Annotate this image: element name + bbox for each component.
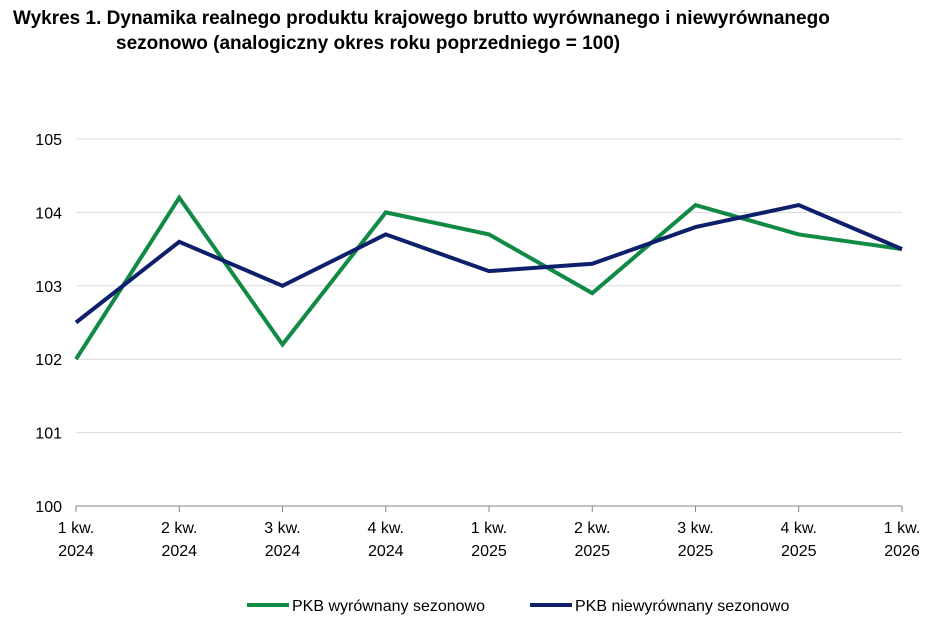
legend: PKB wyrównany sezonowo PKB niewyrównany s… <box>247 598 789 615</box>
chart-title-line-1: Wykres 1. Dynamika realnego produktu kra… <box>13 8 830 29</box>
gridlines <box>76 138 902 434</box>
x-tick-label: 2 kw. 2024 <box>161 520 197 560</box>
x-tick-label: 1 kw. 2025 <box>471 520 507 560</box>
x-tick-label: 4 kw. 2024 <box>368 520 404 560</box>
y-tick-label: 101 <box>35 426 62 443</box>
y-tick-label: 105 <box>35 132 62 149</box>
x-tick-label: 2 kw. 2025 <box>574 520 610 560</box>
x-tick-label: 1 kw. 2026 <box>884 520 920 560</box>
legend-label-2: PKB niewyrównany sezonowo <box>575 598 789 615</box>
x-tick-label: 3 kw. 2024 <box>264 520 300 560</box>
series-lines <box>74 194 903 361</box>
legend-label-1: PKB wyrównany sezonowo <box>292 598 485 615</box>
y-tick-label: 103 <box>35 279 62 296</box>
chart-title: Wykres 1. Dynamika realnego produktu kra… <box>13 6 928 56</box>
series-line-2 <box>74 202 903 325</box>
chart-title-line-2: sezonowo (analogiczny okres roku poprzed… <box>116 33 621 54</box>
y-tick-label: 102 <box>35 352 62 369</box>
x-axis: 1 kw. 2024 2 kw. 2024 3 kw. 2024 4 kw. 2024 1 kw… <box>58 505 920 560</box>
x-tick-label: 4 kw. 2025 <box>781 520 817 560</box>
y-tick-label: 104 <box>35 205 62 222</box>
series-line-1 <box>74 194 903 361</box>
y-tick-label: 100 <box>35 499 62 516</box>
x-tick-label: 1 kw. 2024 <box>58 520 94 560</box>
x-tick-label: 3 kw. 2025 <box>677 520 713 560</box>
y-axis: 100 101 102 103 104 105 <box>35 132 62 516</box>
